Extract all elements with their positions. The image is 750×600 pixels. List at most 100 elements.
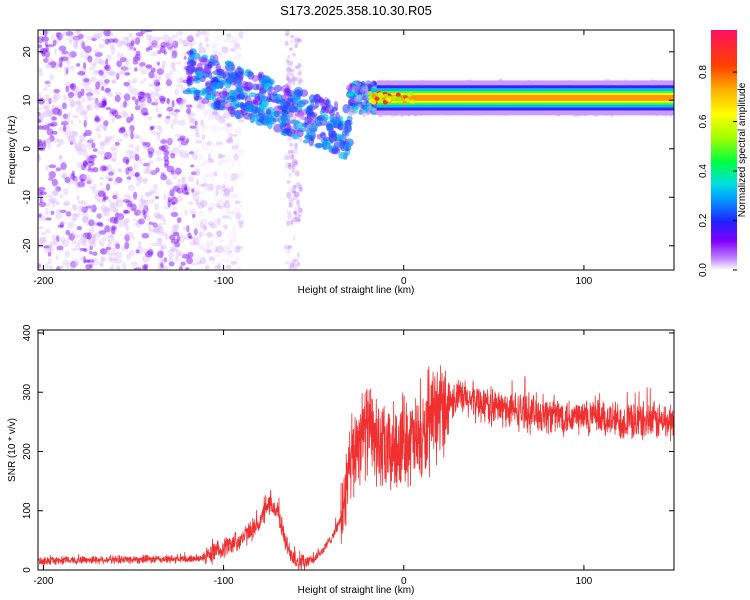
- heatmap-cell: [86, 259, 95, 263]
- heatmap-cell: [153, 223, 159, 229]
- heatmap-cell: [102, 124, 108, 132]
- heatmap-cell: [160, 139, 168, 145]
- heatmap-cell: [89, 186, 93, 190]
- heatmap-cell: [192, 253, 201, 262]
- heatmap-cell: [123, 133, 129, 139]
- heatmap-cell: [153, 85, 161, 92]
- heatmap-cell: [174, 255, 180, 262]
- heatmap-cell: [46, 79, 52, 88]
- heatmap-cell: [38, 139, 43, 144]
- heatmap-cell: [186, 35, 194, 43]
- heatmap-cell: [181, 184, 188, 191]
- heatmap-cell: [193, 186, 201, 194]
- heatmap-cell: [120, 52, 124, 60]
- heatmap-cell: [235, 110, 241, 120]
- heatmap-cell: [187, 113, 194, 120]
- heatmap-cell: [189, 118, 197, 124]
- heatmap-cell: [115, 176, 123, 184]
- heatmap-cell: [100, 248, 105, 253]
- heatmap-cell: [199, 141, 207, 147]
- heatmap-cell: [250, 113, 260, 122]
- heatmap-cell: [220, 213, 226, 221]
- heatmap-cell: [326, 123, 334, 133]
- heatmap-cell: [123, 220, 128, 228]
- heatmap-cell: [53, 88, 61, 94]
- heatmap-cell: [166, 40, 173, 48]
- heatmap-cell: [222, 38, 230, 43]
- heatmap-cell: [39, 191, 47, 196]
- heatmap-cell: [45, 202, 51, 208]
- heatmap-cell: [94, 193, 102, 202]
- heatmap-cell: [167, 137, 174, 145]
- heatmap-cell: [110, 201, 119, 209]
- heatmap-cell: [92, 232, 101, 239]
- heatmap-cell: [187, 251, 194, 258]
- bottom-y-tick-label: 400: [22, 324, 33, 341]
- heatmap-cell: [111, 208, 119, 212]
- heatmap-cell: [230, 237, 238, 243]
- heatmap-cell: [188, 112, 197, 116]
- heatmap-cell: [237, 51, 242, 59]
- heatmap-cell: [190, 240, 197, 246]
- heatmap-cell: [156, 250, 164, 258]
- heatmap-cell: [102, 236, 107, 242]
- heatmap-cell: [224, 206, 231, 215]
- heatmap-cell: [68, 33, 76, 42]
- heatmap-cell: [115, 251, 123, 259]
- heatmap-cell: [83, 114, 88, 122]
- heatmap-cell: [92, 183, 97, 189]
- heatmap-cell: [154, 224, 160, 233]
- heatmap-cell: [295, 65, 300, 69]
- heatmap-cell: [53, 48, 57, 55]
- heatmap-cell: [97, 198, 104, 203]
- heatmap-cell: [186, 64, 196, 74]
- heatmap-cell: [82, 212, 89, 221]
- bottom-y-tick-label: 0: [22, 567, 33, 573]
- heatmap-cell: [140, 209, 148, 213]
- heatmap-cell: [74, 86, 80, 94]
- heatmap-cell: [127, 184, 135, 192]
- heatmap-cell: [196, 201, 205, 209]
- heatmap-cell: [201, 54, 208, 61]
- heatmap-cell: [238, 222, 244, 229]
- heatmap-cell: [86, 160, 95, 167]
- heatmap-cell: [103, 65, 110, 70]
- heatmap-cell: [166, 137, 173, 146]
- heatmap-cell: [211, 111, 219, 116]
- heatmap-cell: [45, 217, 52, 221]
- heatmap-cell: [362, 112, 366, 118]
- heatmap-cell: [72, 259, 80, 266]
- heatmap-cell: [371, 108, 378, 114]
- heatmap-cell: [308, 137, 315, 147]
- heatmap-cell: [65, 85, 70, 93]
- heatmap-cell: [135, 182, 142, 187]
- heatmap-cell: [98, 69, 104, 76]
- heatmap-cell: [168, 256, 174, 262]
- heatmap-cell: [147, 223, 152, 230]
- heatmap-cell: [52, 94, 58, 100]
- heatmap-cell: [404, 97, 410, 102]
- heatmap-cell: [71, 130, 79, 138]
- heatmap-cell: [224, 247, 232, 256]
- heatmap-cell: [92, 69, 101, 76]
- heatmap-cell: [132, 191, 138, 200]
- heatmap-cell: [222, 91, 230, 97]
- heatmap-cell: [215, 108, 221, 117]
- heatmap-cell: [293, 37, 300, 43]
- heatmap-cell: [56, 144, 61, 148]
- heatmap-cell: [49, 74, 55, 80]
- heatmap-cell: [117, 219, 126, 228]
- heatmap-cell: [104, 64, 111, 72]
- heatmap-cell: [169, 46, 174, 53]
- heatmap-cell: [314, 142, 325, 148]
- heatmap-cell: [97, 190, 106, 198]
- heatmap-cell: [38, 67, 42, 72]
- heatmap-cell: [149, 145, 154, 153]
- heatmap-cell: [391, 95, 397, 100]
- heatmap-cell: [195, 104, 202, 109]
- heatmap-cell: [218, 238, 225, 244]
- heatmap-cell: [147, 249, 154, 256]
- heatmap-cell: [55, 255, 60, 260]
- heatmap-cell: [188, 235, 193, 240]
- heatmap-cell: [194, 220, 202, 228]
